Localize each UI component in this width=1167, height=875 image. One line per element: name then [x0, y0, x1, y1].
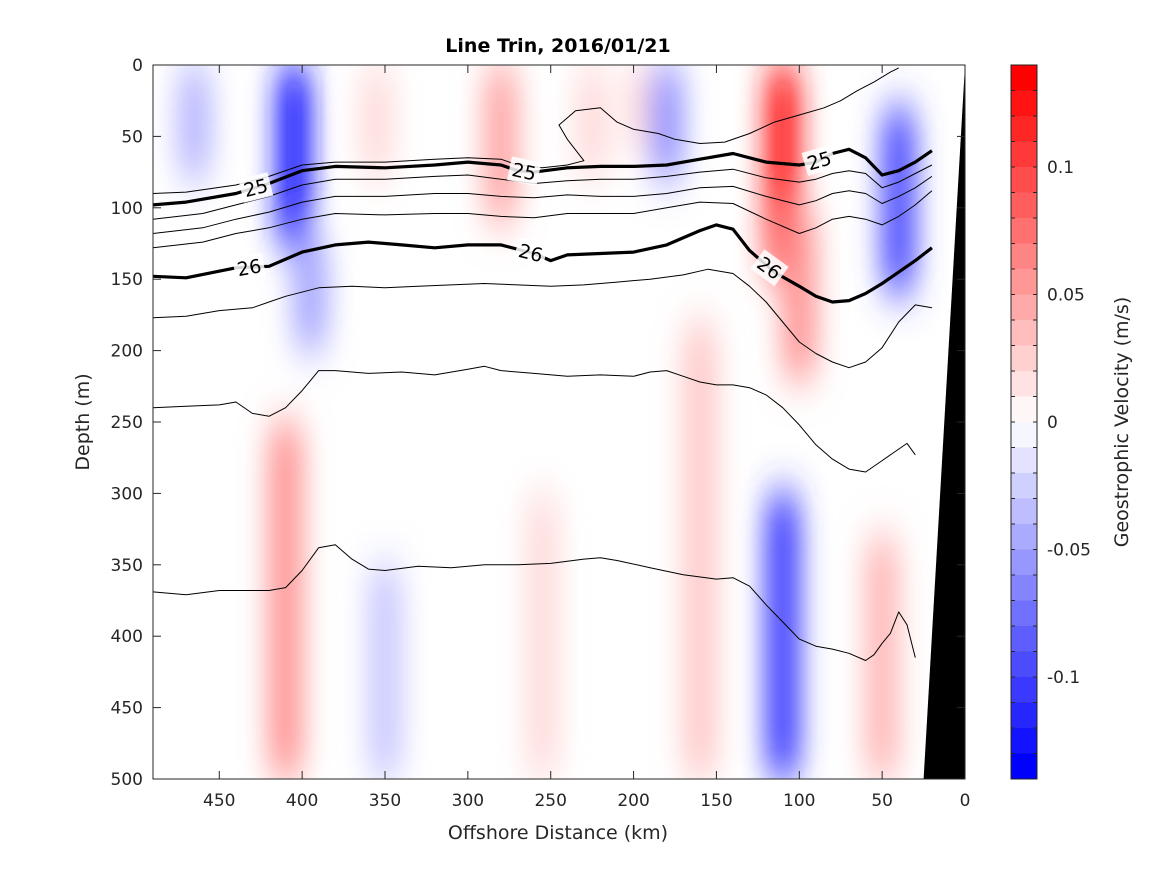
- colorbar-segment: [1011, 371, 1037, 397]
- colorbar-tick-label: 0.1: [1047, 158, 1074, 178]
- colorbar-segment: [1011, 473, 1037, 499]
- colorbar-segment: [1011, 396, 1037, 423]
- velocity-patch: [276, 65, 311, 251]
- velocity-patch: [575, 65, 610, 180]
- colorbar-segment: [1011, 728, 1037, 754]
- x-axis: 450 400 350 300 250 200 150 100 50 0: [203, 65, 970, 811]
- velocity-patch: [881, 107, 916, 294]
- velocity-patch: [682, 322, 717, 779]
- velocity-patch: [484, 65, 518, 223]
- isopycnal-line: [153, 544, 916, 661]
- colorbar-segment: [1011, 218, 1037, 244]
- y-axis: 0 50 100 150 200 250 300 350 400 450 500: [111, 56, 965, 790]
- y-tick-label: 450: [111, 699, 143, 719]
- bathymetry: [923, 65, 965, 779]
- x-tick-label: 350: [369, 791, 401, 811]
- colorbar-segment: [1011, 320, 1037, 346]
- x-tick-label: 200: [617, 791, 649, 811]
- x-tick-label: 100: [783, 791, 815, 811]
- colorbar-segment: [1011, 243, 1037, 270]
- contour-label: 26: [235, 255, 263, 281]
- velocity-field: [177, 65, 916, 779]
- colorbar-segment: [1011, 575, 1037, 601]
- isopycnal-line: [153, 67, 899, 194]
- velocity-patch: [765, 493, 800, 779]
- colorbar-segment: [1011, 422, 1037, 448]
- velocity-patch: [782, 207, 817, 380]
- y-tick-label: 300: [111, 484, 143, 504]
- colorbar-tick-label: -0.05: [1047, 541, 1091, 561]
- colorbar-segment: [1011, 498, 1037, 525]
- velocity-patch: [293, 236, 328, 351]
- colorbar-tick-label: 0.05: [1047, 286, 1085, 306]
- y-tick-label: 500: [111, 770, 143, 790]
- y-axis-label: Depth (m): [72, 373, 94, 470]
- isopycnal-bold: [153, 223, 933, 304]
- colorbar-segment: [1011, 702, 1037, 729]
- colorbar-label: Geostrophic Velocity (m/s): [1111, 297, 1133, 547]
- isopycnal-line: [153, 175, 933, 234]
- colorbar-segment: [1011, 167, 1037, 193]
- isopycnal-contours: [153, 67, 933, 661]
- colorbar-segment: [1011, 345, 1037, 372]
- x-tick-label: 300: [452, 791, 484, 811]
- y-tick-label: 100: [111, 199, 143, 219]
- velocity-patch: [525, 493, 560, 779]
- velocity-patch: [268, 422, 303, 779]
- velocity-patch: [359, 65, 394, 180]
- x-tick-label: 250: [534, 791, 566, 811]
- colorbar-segment: [1011, 677, 1037, 703]
- y-tick-label: 400: [111, 627, 143, 647]
- x-axis-label: Offshore Distance (km): [448, 822, 668, 844]
- colorbar-segment: [1011, 65, 1037, 91]
- y-tick-label: 150: [111, 270, 143, 290]
- chart-title: Line Trin, 2016/01/21: [445, 35, 670, 57]
- velocity-patch: [177, 65, 212, 180]
- velocity-patch: [649, 65, 684, 180]
- y-tick-label: 200: [111, 342, 143, 362]
- y-tick-label: 0: [132, 56, 143, 76]
- colorbar-segment: [1011, 192, 1037, 219]
- colorbar-tick-label: 0: [1047, 413, 1058, 433]
- isopycnal-line: [153, 365, 916, 473]
- x-tick-label: 400: [286, 791, 318, 811]
- isopycnal-bold: [153, 147, 933, 207]
- colorbar-segment: [1011, 447, 1037, 474]
- colorbar-segment: [1011, 116, 1037, 142]
- colorbar-segment: [1011, 626, 1037, 652]
- colorbar-segment: [1011, 549, 1037, 576]
- colorbar-tick-label: -0.1: [1047, 668, 1080, 688]
- velocity-patch: [865, 536, 900, 779]
- colorbar-segment: [1011, 753, 1037, 780]
- velocity-patch: [368, 564, 402, 779]
- isopycnal-line: [153, 164, 933, 220]
- x-tick-label: 450: [203, 791, 235, 811]
- isopycnal-line: [153, 268, 932, 369]
- colorbar-segment: [1011, 651, 1037, 678]
- colorbar-segment: [1011, 294, 1037, 321]
- isopycnal-line: [153, 190, 933, 249]
- x-tick-label: 150: [700, 791, 732, 811]
- x-tick-label: 50: [871, 791, 893, 811]
- colorbar-segment: [1011, 90, 1037, 117]
- y-tick-label: 50: [121, 127, 143, 147]
- y-tick-label: 350: [111, 556, 143, 576]
- colorbar-segment: [1011, 269, 1037, 295]
- contour-label: 25: [510, 159, 538, 186]
- colorbar-segment: [1011, 600, 1037, 627]
- colorbar-segment: [1011, 141, 1037, 168]
- colorbar-segment: [1011, 524, 1037, 550]
- y-tick-label: 250: [111, 413, 143, 433]
- x-tick-label: 0: [960, 791, 971, 811]
- colorbar: 0.1 0.05 0 -0.05 -0.1: [1010, 64, 1091, 780]
